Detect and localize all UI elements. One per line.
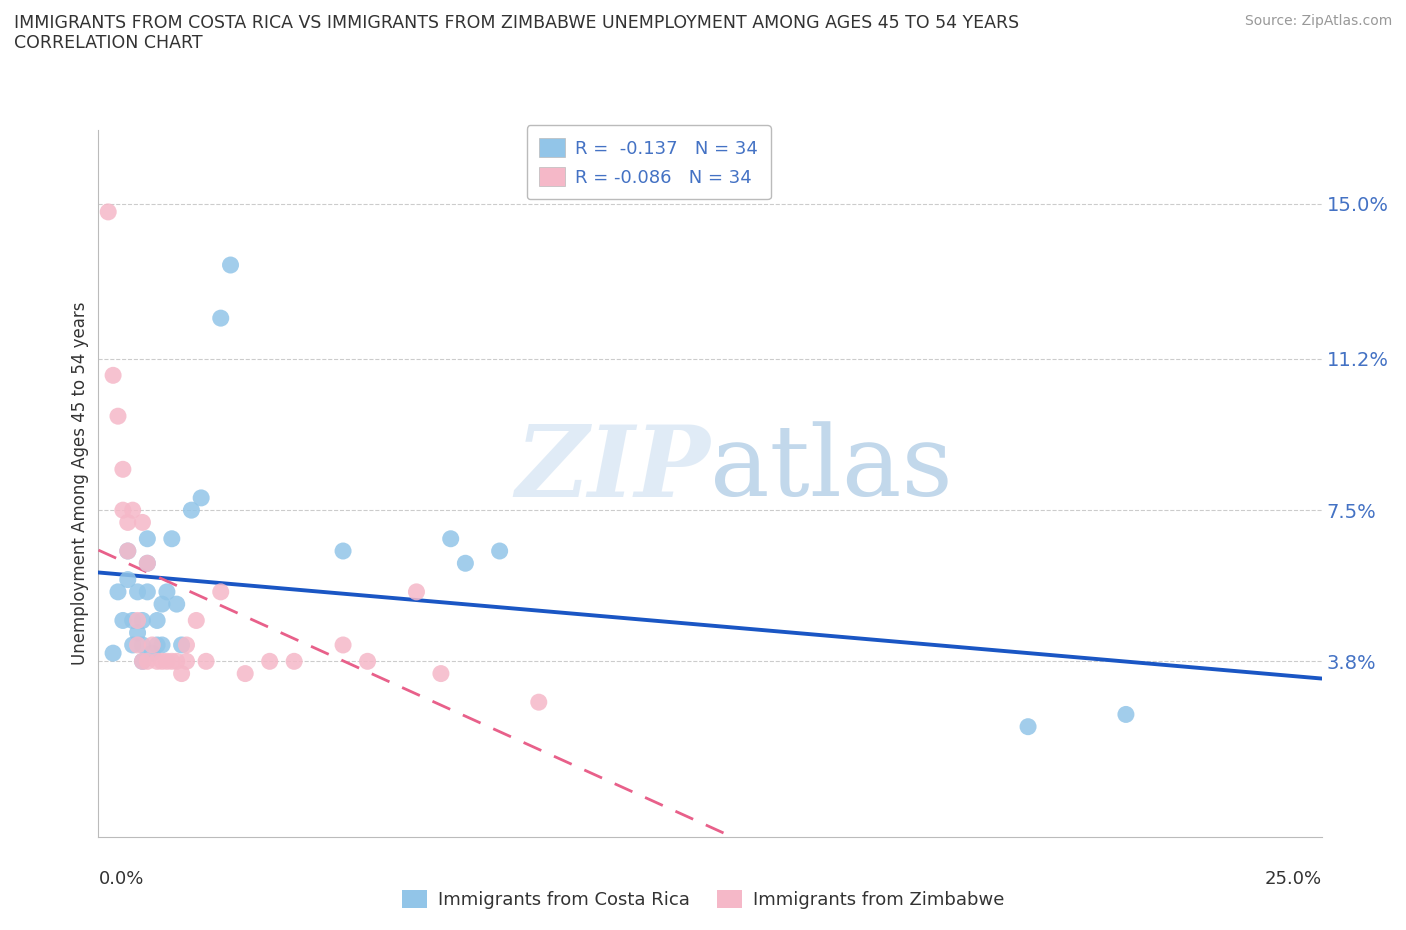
Point <box>136 531 159 546</box>
Point <box>166 597 188 612</box>
Point <box>440 531 463 546</box>
Point <box>121 613 143 628</box>
Point <box>150 597 173 612</box>
Point <box>176 654 198 669</box>
Point <box>150 638 173 653</box>
Point <box>454 556 477 571</box>
Point <box>146 654 169 669</box>
Point <box>195 654 218 669</box>
Legend: Immigrants from Costa Rica, Immigrants from Zimbabwe: Immigrants from Costa Rica, Immigrants f… <box>395 884 1011 916</box>
Point <box>430 666 453 681</box>
Point <box>166 654 188 669</box>
Point <box>209 584 232 599</box>
Point <box>146 613 169 628</box>
Point <box>332 638 354 653</box>
Point <box>219 258 242 272</box>
Text: atlas: atlas <box>710 421 953 517</box>
Point <box>488 543 510 558</box>
Point <box>190 490 212 505</box>
Point <box>209 311 232 325</box>
Point <box>1017 719 1039 734</box>
Point <box>121 638 143 653</box>
Point <box>101 368 124 383</box>
Point <box>107 409 129 424</box>
Point <box>127 625 149 640</box>
Point <box>117 543 139 558</box>
Point <box>127 613 149 628</box>
Point <box>186 613 208 628</box>
Text: ZIP: ZIP <box>515 421 710 518</box>
Point <box>131 613 153 628</box>
Point <box>356 654 378 669</box>
Point <box>176 638 198 653</box>
Point <box>170 666 193 681</box>
Point <box>141 638 163 653</box>
Point <box>131 654 153 669</box>
Point <box>131 638 153 653</box>
Text: 25.0%: 25.0% <box>1264 870 1322 887</box>
Point <box>160 654 183 669</box>
Point <box>136 654 159 669</box>
Text: IMMIGRANTS FROM COSTA RICA VS IMMIGRANTS FROM ZIMBABWE UNEMPLOYMENT AMONG AGES 4: IMMIGRANTS FROM COSTA RICA VS IMMIGRANTS… <box>14 14 1019 32</box>
Point <box>107 584 129 599</box>
Y-axis label: Unemployment Among Ages 45 to 54 years: Unemployment Among Ages 45 to 54 years <box>70 302 89 665</box>
Point <box>127 638 149 653</box>
Point <box>150 654 173 669</box>
Text: 0.0%: 0.0% <box>98 870 143 887</box>
Point <box>233 666 256 681</box>
Text: Source: ZipAtlas.com: Source: ZipAtlas.com <box>1244 14 1392 28</box>
Point <box>146 638 169 653</box>
Point <box>111 503 134 518</box>
Point <box>170 638 193 653</box>
Point <box>111 613 134 628</box>
Point <box>111 462 134 477</box>
Point <box>131 515 153 530</box>
Legend: R =  -0.137   N = 34, R = -0.086   N = 34: R = -0.137 N = 34, R = -0.086 N = 34 <box>527 126 770 199</box>
Point <box>259 654 281 669</box>
Point <box>527 695 550 710</box>
Point <box>156 654 179 669</box>
Point <box>117 543 139 558</box>
Point <box>1115 707 1137 722</box>
Point <box>180 503 202 518</box>
Point <box>136 556 159 571</box>
Point <box>156 584 179 599</box>
Point <box>101 645 124 660</box>
Point <box>97 205 120 219</box>
Text: CORRELATION CHART: CORRELATION CHART <box>14 34 202 52</box>
Point <box>117 515 139 530</box>
Point <box>141 645 163 660</box>
Point <box>117 572 139 587</box>
Point <box>405 584 427 599</box>
Point <box>136 556 159 571</box>
Point <box>160 531 183 546</box>
Point <box>131 654 153 669</box>
Point <box>127 584 149 599</box>
Point <box>136 584 159 599</box>
Point <box>283 654 305 669</box>
Point <box>121 503 143 518</box>
Point <box>332 543 354 558</box>
